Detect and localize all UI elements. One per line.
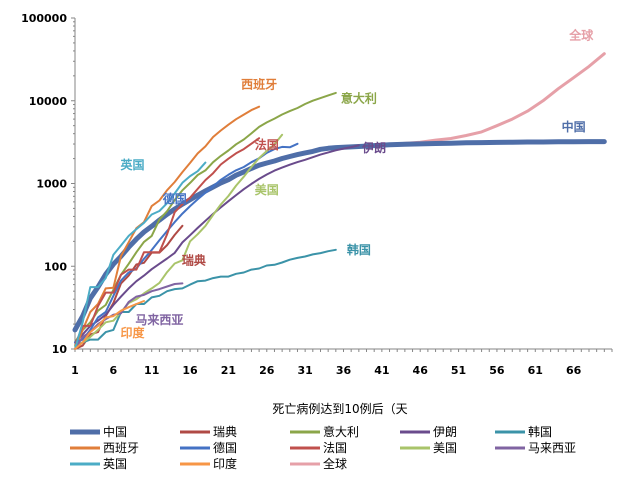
series-label: 法国 — [255, 137, 279, 152]
series-line — [73, 52, 606, 332]
series-line — [72, 139, 607, 333]
x-tick-label: 21 — [221, 364, 236, 377]
series-label: 意大利 — [341, 91, 377, 106]
legend-label: 马来西亚 — [528, 441, 576, 455]
legend-label: 中国 — [103, 424, 127, 439]
legend-label: 瑞典 — [213, 425, 237, 439]
series-line — [74, 161, 207, 350]
x-tick-label: 46 — [413, 364, 429, 377]
legend-label: 印度 — [213, 456, 237, 471]
series-line — [74, 105, 261, 350]
x-tick-label: 1 — [71, 364, 79, 377]
y-tick-label: 10 — [52, 343, 68, 356]
legend-label: 西班牙 — [103, 441, 139, 455]
series-label: 瑞典 — [182, 252, 206, 267]
legend-label: 英国 — [103, 457, 127, 471]
series-label: 英国 — [121, 157, 145, 172]
chart-series-lines — [72, 52, 607, 350]
legend-label: 伊朗 — [433, 425, 457, 439]
legend-label: 美国 — [433, 441, 457, 455]
series-label: 全球 — [568, 27, 594, 42]
series-label: 韩国 — [347, 242, 371, 257]
series-line — [74, 137, 261, 347]
legend-label: 法国 — [323, 441, 347, 455]
x-tick-label: 66 — [566, 364, 582, 377]
x-tick-label: 56 — [489, 364, 505, 377]
x-tick-label: 61 — [528, 364, 543, 377]
legend-label: 韩国 — [528, 424, 552, 439]
series-label: 伊朗 — [361, 140, 386, 155]
y-tick-label: 100000 — [21, 12, 67, 25]
y-tick-label: 10000 — [29, 95, 68, 108]
series-label: 中国 — [562, 119, 586, 134]
series-label: 西班牙 — [241, 77, 277, 92]
x-tick-label: 31 — [297, 364, 312, 377]
legend-label: 意大利 — [323, 424, 359, 439]
x-tick-label: 16 — [182, 364, 198, 377]
x-tick-label: 36 — [336, 364, 352, 377]
x-tick-label: 26 — [259, 364, 275, 377]
x-axis-title: 死亡病例达到10例后（天 — [272, 401, 407, 416]
legend-label: 全球 — [323, 456, 347, 471]
series-label: 马来西亚 — [135, 312, 183, 327]
legend-label: 德国 — [213, 440, 237, 455]
x-tick-label: 41 — [374, 364, 389, 377]
series-line — [74, 248, 337, 347]
series-line — [74, 133, 284, 347]
x-tick-label: 51 — [451, 364, 466, 377]
series-label: 印度 — [121, 325, 146, 340]
y-tick-label: 100 — [44, 260, 67, 273]
y-tick-label: 1000 — [36, 178, 67, 191]
series-label: 美国 — [255, 182, 279, 197]
series-label: 德国 — [163, 191, 187, 206]
x-tick-label: 11 — [144, 364, 159, 377]
series-line — [74, 300, 145, 350]
x-tick-label: 6 — [110, 364, 118, 377]
